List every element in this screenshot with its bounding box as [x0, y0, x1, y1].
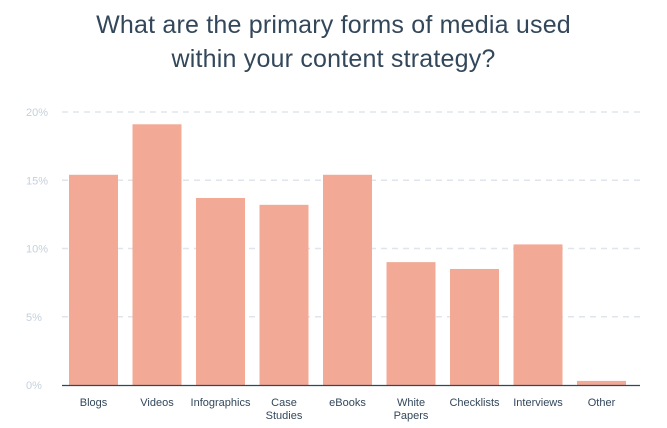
y-tick-label: 5%	[26, 312, 42, 324]
y-tick-label: 15%	[26, 175, 48, 187]
chart-title-line-2: within your content strategy?	[171, 45, 496, 73]
x-tick-label: Papers	[394, 410, 429, 422]
y-tick-label: 10%	[26, 244, 48, 256]
bar	[450, 268, 499, 385]
bar	[577, 380, 626, 385]
bar	[386, 262, 436, 385]
y-tick-label: 0%	[26, 380, 42, 392]
bar	[513, 244, 563, 385]
x-tick-label: Checklists	[449, 397, 500, 409]
chart-title: What are the primary forms of media used…	[0, 8, 667, 76]
x-tick-label: eBooks	[329, 397, 366, 409]
x-tick-label: White	[397, 397, 425, 409]
x-tick-label: Other	[588, 397, 616, 409]
bar	[132, 124, 182, 385]
bar	[259, 204, 309, 385]
x-tick-label: Interviews	[513, 397, 563, 409]
x-tick-label: Blogs	[80, 397, 108, 409]
x-tick-label: Case	[271, 397, 297, 409]
x-tick-label: Videos	[140, 397, 174, 409]
y-tick-label: 20%	[26, 107, 48, 119]
x-tick-label: Infographics	[191, 397, 251, 409]
bar	[69, 174, 118, 385]
bar	[323, 174, 372, 385]
x-tick-label: Studies	[266, 410, 303, 422]
chart-title-line-1: What are the primary forms of media used	[96, 11, 571, 39]
bar	[196, 197, 245, 385]
